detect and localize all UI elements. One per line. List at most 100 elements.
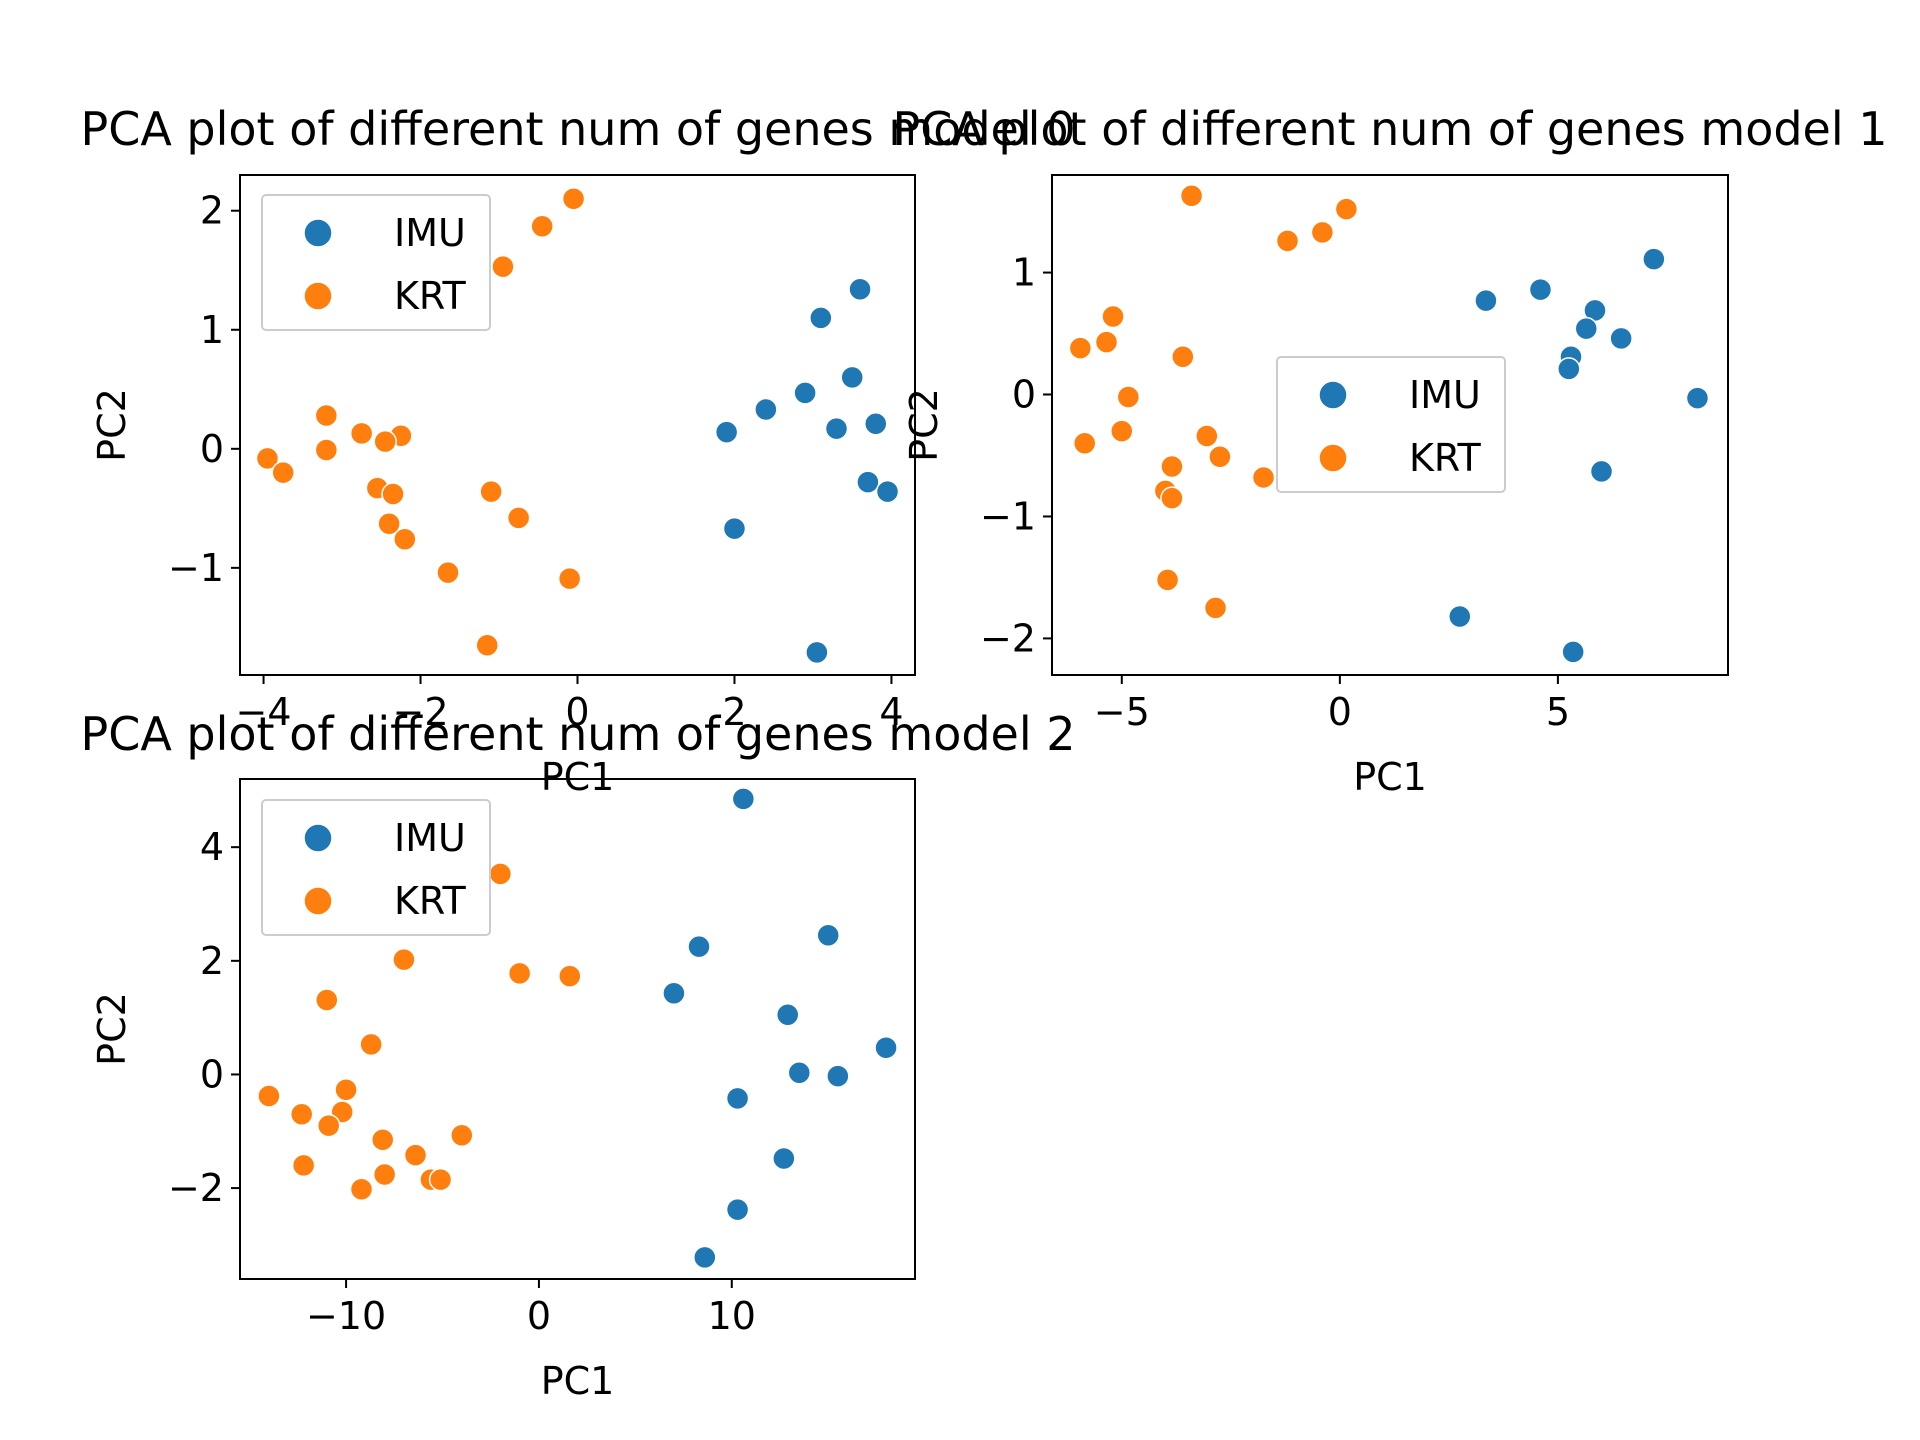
point-krt bbox=[488, 862, 513, 886]
x-tick-label: −2 bbox=[393, 690, 449, 734]
point-imu bbox=[874, 1036, 898, 1060]
point-krt bbox=[1195, 424, 1219, 448]
point-krt bbox=[1251, 465, 1276, 490]
point-imu bbox=[722, 516, 747, 541]
points-group bbox=[1068, 183, 1710, 664]
point-imu bbox=[731, 787, 756, 811]
y-axis-label: PC2 bbox=[902, 388, 946, 462]
y-axis-label: PC2 bbox=[90, 388, 134, 462]
point-krt bbox=[403, 1143, 428, 1167]
y-tick-label: −2 bbox=[168, 1166, 224, 1210]
y-axis-label: PC2 bbox=[90, 992, 134, 1066]
x-axis-label: PC1 bbox=[541, 1359, 615, 1403]
x-tick-label: 10 bbox=[708, 1294, 756, 1338]
point-imu bbox=[787, 1061, 812, 1085]
point-imu bbox=[1685, 386, 1710, 410]
point-imu bbox=[725, 1197, 750, 1222]
point-krt bbox=[314, 403, 339, 428]
legend-label: KRT bbox=[394, 274, 467, 318]
x-axis-label: PC1 bbox=[1353, 755, 1427, 799]
point-krt bbox=[1072, 431, 1097, 456]
point-krt bbox=[359, 1032, 383, 1057]
point-imu bbox=[1557, 357, 1581, 381]
point-krt bbox=[372, 1162, 397, 1187]
point-imu bbox=[1609, 326, 1633, 351]
point-krt bbox=[507, 961, 532, 986]
point-krt bbox=[393, 527, 417, 552]
x-tick-label: −10 bbox=[306, 1294, 386, 1338]
point-imu bbox=[1561, 640, 1585, 664]
chart-title: PCA plot of different num of genes model… bbox=[80, 707, 1075, 761]
point-imu bbox=[775, 1003, 800, 1027]
y-tick-label: −1 bbox=[980, 494, 1036, 538]
point-krt bbox=[557, 566, 582, 591]
point-imu bbox=[714, 420, 739, 444]
point-imu bbox=[662, 981, 686, 1005]
point-krt bbox=[370, 1128, 395, 1152]
x-tick-label: −4 bbox=[236, 690, 292, 734]
point-krt bbox=[1275, 229, 1300, 253]
point-krt bbox=[1101, 304, 1125, 329]
x-tick-label: 2 bbox=[722, 690, 746, 734]
point-imu bbox=[805, 640, 829, 665]
point-krt bbox=[436, 560, 460, 585]
legend-marker-krt bbox=[303, 886, 333, 916]
plot-frame bbox=[239, 778, 916, 1280]
point-imu bbox=[875, 479, 900, 504]
point-imu bbox=[864, 412, 888, 436]
points-group bbox=[255, 187, 900, 665]
y-tick-label: 2 bbox=[200, 939, 224, 983]
point-imu bbox=[1574, 316, 1599, 341]
point-imu bbox=[1448, 604, 1472, 629]
point-krt bbox=[561, 187, 586, 211]
point-krt bbox=[479, 479, 503, 504]
legend-label: KRT bbox=[1409, 436, 1482, 480]
point-krt bbox=[257, 1084, 281, 1108]
points-group bbox=[257, 787, 898, 1270]
point-imu bbox=[754, 397, 778, 422]
point-krt bbox=[428, 1167, 453, 1192]
point-krt bbox=[506, 506, 531, 530]
point-krt bbox=[475, 633, 499, 657]
point-krt bbox=[334, 1078, 358, 1102]
point-krt bbox=[450, 1123, 474, 1147]
legend-marker-imu bbox=[303, 823, 333, 853]
x-tick-label: 5 bbox=[1546, 690, 1570, 734]
point-krt bbox=[349, 1177, 374, 1201]
point-krt bbox=[1208, 444, 1232, 469]
point-imu bbox=[856, 470, 880, 494]
point-imu bbox=[1642, 247, 1666, 271]
point-krt bbox=[289, 1102, 314, 1126]
legend-marker-krt bbox=[1318, 443, 1348, 473]
y-tick-label: 1 bbox=[1012, 251, 1036, 295]
chart-title: PCA plot of different num of genes model… bbox=[80, 102, 1075, 156]
point-imu bbox=[848, 277, 872, 302]
point-imu bbox=[687, 934, 711, 959]
subplot-model-0: −4 −2 0 2 4 −1 0 1 2 IMU KRT PCA plot of differen… bbox=[80, 102, 1075, 799]
point-krt bbox=[1310, 220, 1335, 245]
legend: IMU KRT bbox=[1276, 356, 1506, 493]
subplot-model-2: −10 0 10 −2 0 2 4 IMU KRT PCA plot of different… bbox=[80, 707, 1075, 1403]
point-krt bbox=[316, 1113, 341, 1138]
point-imu bbox=[1474, 288, 1498, 313]
chart-title: PCA plot of different num of genes model… bbox=[892, 102, 1887, 156]
y-tick-label: 0 bbox=[200, 1052, 224, 1096]
y-tick-label: −2 bbox=[980, 616, 1036, 660]
point-krt bbox=[1179, 183, 1204, 208]
legend: IMU KRT bbox=[261, 194, 491, 331]
point-krt bbox=[255, 446, 280, 471]
point-imu bbox=[824, 416, 849, 441]
x-tick-label: 0 bbox=[1328, 690, 1352, 734]
point-krt bbox=[1116, 385, 1141, 409]
point-krt bbox=[349, 421, 374, 446]
y-tick-label: 4 bbox=[200, 825, 224, 869]
point-imu bbox=[793, 381, 817, 405]
point-imu bbox=[772, 1146, 796, 1171]
point-imu bbox=[826, 1064, 850, 1088]
ticks-group: −4 −2 0 2 4 −1 0 1 2 bbox=[168, 189, 904, 734]
legend-marker-imu bbox=[1318, 380, 1348, 410]
legend-label: IMU bbox=[394, 211, 466, 255]
plot-frame bbox=[1051, 174, 1729, 676]
legend-marker-krt bbox=[303, 281, 333, 311]
